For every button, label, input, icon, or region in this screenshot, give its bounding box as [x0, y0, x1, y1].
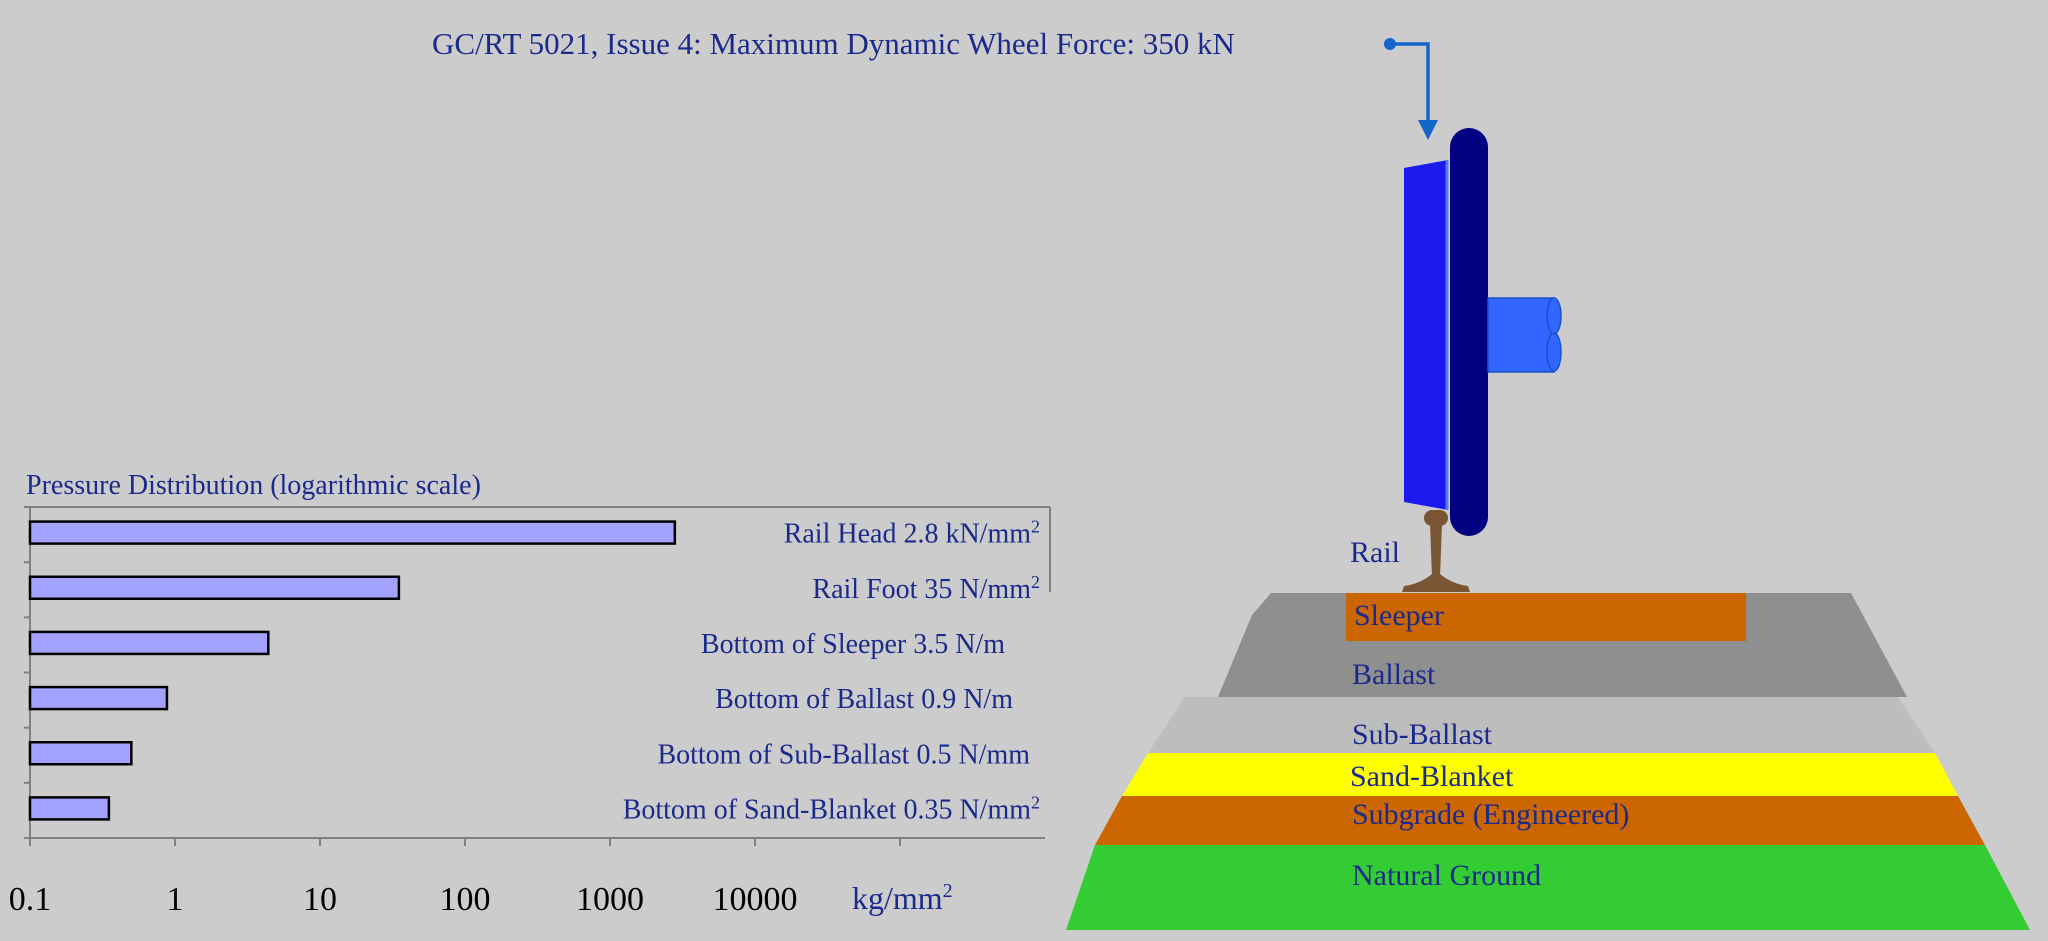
label-sand-blanket: Sand-Blanket [1350, 760, 1514, 793]
label-subgrade: Subgrade (Engineered) [1352, 798, 1629, 831]
chart-bars [28, 520, 677, 821]
label-sleeper: Sleeper [1354, 599, 1444, 632]
label-rail: Rail [1350, 536, 1400, 569]
rail-profile [1402, 510, 1470, 592]
x-tick-label: 10000 [713, 881, 798, 918]
x-tick-label: 1000 [576, 881, 644, 918]
category-label: Rail Head 2.8 kN/mm2 [784, 517, 1040, 550]
x-tick-label: 10 [303, 881, 337, 918]
label-natural-ground: Natural Ground [1352, 859, 1541, 892]
layer-sand-blanket [1122, 753, 1958, 796]
bar [28, 630, 270, 656]
label-ballast: Ballast [1352, 658, 1436, 691]
category-label: Bottom of Ballast 0.9 N/m [715, 684, 1013, 715]
bar [28, 575, 401, 600]
wheel [1404, 128, 1562, 536]
sleeper [1346, 593, 1746, 641]
category-label: Bottom of Sand-Blanket 0.35 N/mm2 [623, 792, 1040, 825]
layer-sub-ballast [1148, 697, 1935, 753]
x-tick-label: 1 [167, 881, 184, 918]
category-label: Bottom of Sleeper 3.5 N/m [701, 629, 1005, 660]
layer-subgrade [1095, 796, 1985, 845]
category-label: Rail Foot 35 N/mm2 [812, 572, 1040, 605]
x-axis-ticks: 0.1 1 10 100 1000 10000 [9, 838, 901, 918]
x-tick-label: 100 [440, 881, 491, 918]
category-label: Bottom of Sub-Ballast 0.5 N/mm [657, 739, 1030, 770]
diagram-title: GC/RT 5021, Issue 4: Maximum Dynamic Whe… [432, 26, 1235, 61]
axle [1487, 297, 1562, 373]
layer-natural-ground [1066, 845, 2030, 930]
track-cross-section: Sleeper Ballast Sub-Ballast Sand-Blanket… [1066, 128, 2030, 930]
x-unit-label: kg/mm2 [852, 880, 953, 916]
bar [28, 520, 677, 545]
x-tick-label: 0.1 [9, 881, 52, 918]
force-arrow [1384, 38, 1438, 140]
category-labels: Rail Head 2.8 kN/mm2 Rail Foot 35 N/mm2 Bo… [623, 517, 1040, 826]
chart-frame [29, 506, 1051, 839]
label-sub-ballast: Sub-Ballast [1352, 718, 1493, 751]
chart-title: Pressure Distribution (logarithmic scale… [26, 470, 481, 501]
bar [28, 685, 169, 711]
bar [28, 796, 111, 821]
bar [28, 741, 133, 766]
